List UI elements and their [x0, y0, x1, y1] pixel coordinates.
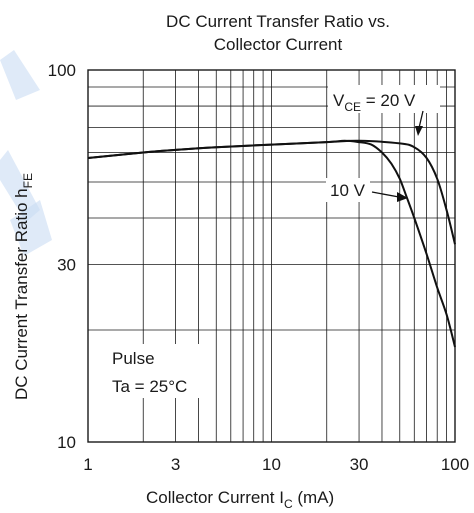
- y-tick-labels: 10 30 100: [48, 61, 76, 452]
- chart-title-line-1: DC Current Transfer Ratio vs.: [166, 12, 390, 31]
- annotation-temperature: Ta = 25°C: [112, 377, 187, 396]
- x-tick-label: 10: [262, 455, 281, 474]
- series-label-10v-background: [326, 178, 370, 202]
- y-tick-label: 10: [57, 433, 76, 452]
- annotation-pulse: Pulse: [112, 349, 155, 368]
- x-tick-label: 100: [441, 455, 469, 474]
- x-tick-label: 1: [83, 455, 92, 474]
- series-label-20v-background: [328, 85, 440, 113]
- y-tick-label: 100: [48, 61, 76, 80]
- series-label-10v-arrow: [371, 191, 408, 202]
- watermark-shapes: [0, 50, 52, 256]
- series-label-20v-main: V: [333, 91, 345, 110]
- plot-frame: [87, 69, 456, 443]
- annotation-background: [108, 344, 212, 398]
- series-label-20v-arrow: [415, 110, 424, 136]
- x-axis-label-subscript: C: [284, 497, 293, 511]
- x-tick-label: 3: [171, 455, 180, 474]
- x-axis-label-unit: (mA): [293, 488, 335, 507]
- y-axis-label: DC Current Transfer Ratio hFE: [12, 173, 35, 400]
- x-axis-label-main: Collector Current I: [146, 488, 284, 507]
- series-label-20v: VCE = 20 V: [333, 91, 416, 114]
- chart-title-line-2: Collector Current: [214, 35, 343, 54]
- y-axis-label-main: DC Current Transfer Ratio h: [12, 188, 31, 400]
- series-label-20v-subscript: CE: [344, 100, 361, 114]
- series-label-10v: 10 V: [330, 181, 366, 200]
- x-tick-label: 30: [350, 455, 369, 474]
- series-vce-10v-line: [87, 139, 456, 348]
- x-axis-label: Collector Current IC (mA): [146, 488, 334, 511]
- x-tick-labels: 1 3 10 30 100: [83, 455, 469, 474]
- series-label-20v-rest: = 20 V: [361, 91, 416, 110]
- y-tick-label: 30: [57, 256, 76, 275]
- x-gridlines: [142, 70, 448, 442]
- y-axis-label-subscript: FE: [21, 173, 35, 188]
